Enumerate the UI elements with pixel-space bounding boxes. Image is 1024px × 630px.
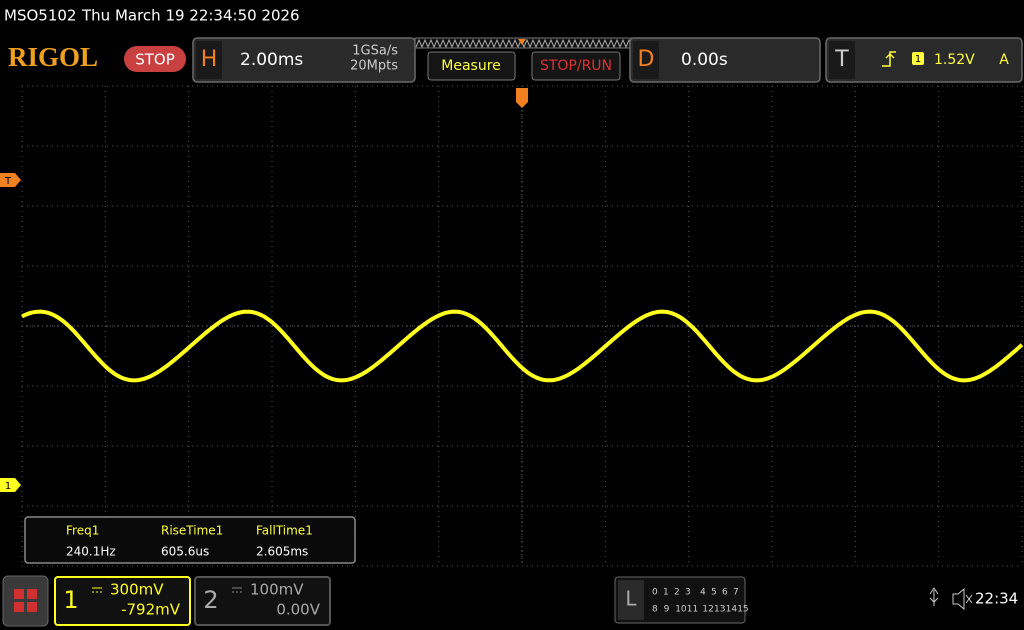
channel-1-scale: 300mV — [110, 581, 164, 599]
logic-channel-number: 9 — [664, 605, 670, 615]
stop-run-label: STOP/RUN — [540, 58, 612, 74]
coupling-icon — [232, 587, 242, 593]
run-state-button[interactable] — [124, 46, 186, 72]
menu-icon — [14, 589, 37, 612]
d-label: D — [638, 47, 655, 72]
trigger-source-box — [912, 52, 924, 65]
logic-channel-number: 4 — [700, 588, 706, 598]
logic-channel-number: 12 — [702, 605, 713, 615]
channel-marker-label: 1 — [5, 481, 11, 492]
logic-channel-number: 2 — [674, 588, 680, 598]
horizontal-panel[interactable] — [192, 37, 416, 83]
trigger-edge-icon — [882, 51, 896, 67]
logic-channel-number: 14 — [726, 605, 738, 615]
timeline-pattern — [415, 38, 639, 49]
logic-label-box — [618, 580, 644, 620]
delay-panel[interactable] — [629, 37, 821, 83]
h-box — [196, 41, 222, 79]
channel-1-number: 1 — [63, 586, 78, 614]
t-label: T — [834, 47, 849, 72]
menu-button[interactable] — [2, 575, 49, 627]
measurement-value: 605.6us — [161, 545, 209, 559]
channel-1-waveform — [21, 309, 1024, 383]
trigger-source: 1 — [915, 54, 921, 65]
timeline-marker — [518, 39, 526, 45]
measurement-name: RiseTime1 — [161, 524, 223, 538]
logic-channel-number: 0 — [652, 588, 658, 598]
measure-button[interactable] — [427, 51, 516, 81]
measure-label: Measure — [441, 58, 501, 74]
measurement-box — [24, 516, 356, 564]
logic-channel-number: 3 — [685, 588, 691, 598]
run-state: STOP — [135, 51, 175, 69]
channel-2-panel[interactable] — [194, 576, 331, 626]
channel-2-number: 2 — [203, 586, 218, 614]
logic-channel-number: 7 — [733, 588, 739, 598]
trigger-level: 1.52V — [934, 52, 975, 68]
usb-icon — [929, 587, 939, 606]
logo: RIGOL — [8, 42, 98, 72]
trigger-level-marker-label: T — [4, 176, 12, 187]
logic-channel-number: 10 — [675, 605, 687, 615]
channel-2-offset: 0.00V — [276, 601, 320, 619]
coupling-icon — [92, 587, 102, 593]
channel-1-offset: -792mV — [121, 601, 181, 619]
datetime: Thu March 19 22:34:50 2026 — [81, 7, 300, 25]
logic-channel-number: 1 — [663, 588, 669, 598]
channel-2-scale: 100mV — [250, 581, 304, 599]
stop-run-button[interactable] — [531, 51, 621, 81]
measurement-name: FallTime1 — [256, 524, 313, 538]
measurement-value: 240.1Hz — [66, 545, 116, 559]
graticule — [21, 85, 1023, 567]
timebase: 2.00ms — [240, 50, 303, 70]
clock: 22:34 — [975, 590, 1018, 608]
logic-panel[interactable] — [614, 576, 746, 624]
logic-channel-number: 13 — [714, 605, 725, 615]
sample-rate: 1GSa/s — [352, 44, 398, 59]
delay-value: 0.00s — [681, 50, 728, 70]
logic-channels: 0 1 2 3 4 5 6 78 9 10 11 12 13 14 15 — [652, 588, 749, 615]
channel-marker — [0, 478, 21, 492]
model: MSO5102 — [4, 7, 76, 25]
memory-depth: 20Mpts — [350, 59, 398, 74]
trigger-level-marker — [0, 173, 21, 187]
logic-label: L — [625, 587, 637, 611]
trigger-mode: A — [999, 52, 1009, 68]
trigger-position-marker — [516, 88, 528, 108]
logic-channel-number: 15 — [737, 605, 748, 615]
t-box — [829, 41, 855, 79]
h-label: H — [201, 47, 218, 72]
logic-channel-number: 11 — [687, 605, 698, 615]
d-box — [633, 41, 659, 79]
logic-channel-number: 5 — [711, 588, 717, 598]
mute-icon[interactable] — [952, 587, 973, 611]
channel-1-panel[interactable] — [54, 576, 191, 626]
logic-channel-number: 8 — [652, 605, 658, 615]
measurement-name: Freq1 — [66, 524, 99, 538]
logic-channel-number: 6 — [722, 588, 728, 598]
measurement-value: 2.605ms — [256, 545, 308, 559]
